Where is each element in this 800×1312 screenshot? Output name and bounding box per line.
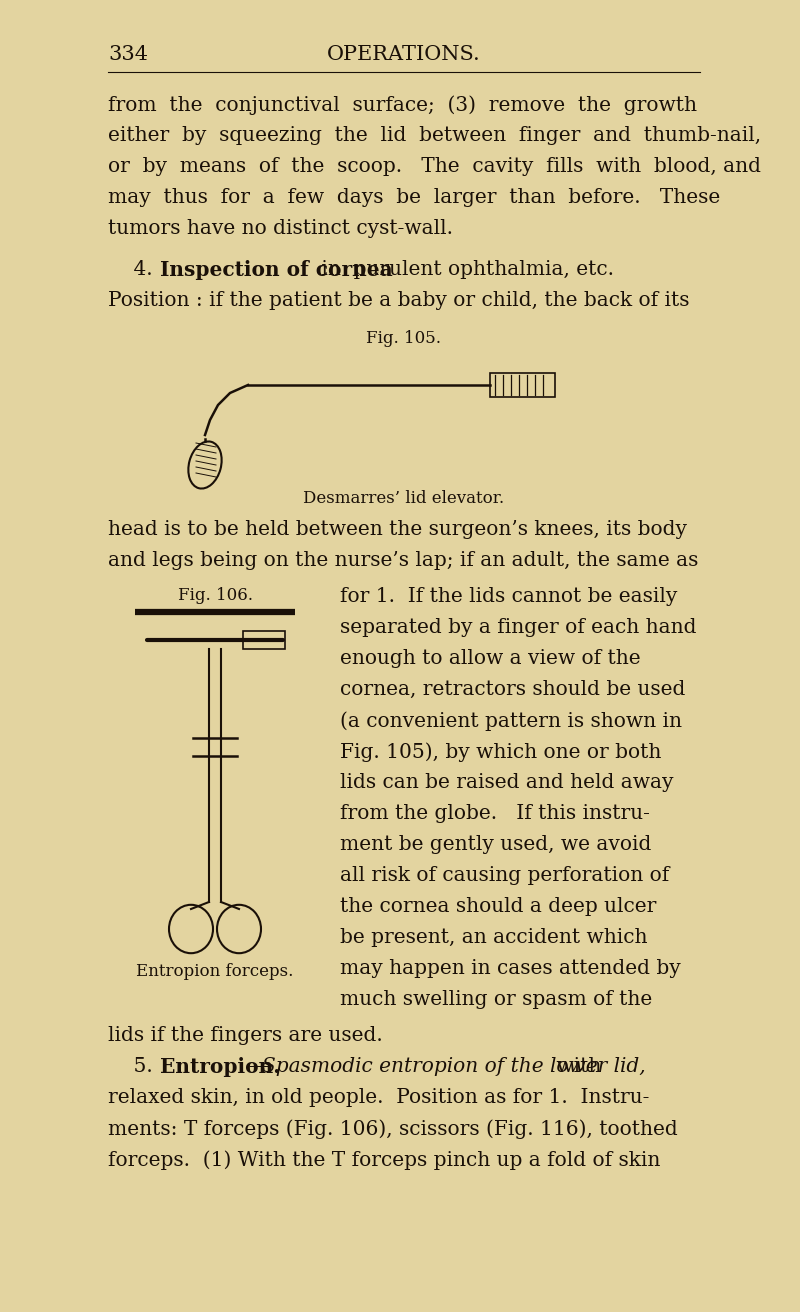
Text: enough to allow a view of the: enough to allow a view of the xyxy=(340,649,641,668)
Bar xyxy=(243,631,285,649)
Text: for 1.  If the lids cannot be easily: for 1. If the lids cannot be easily xyxy=(340,586,678,606)
Text: either  by  squeezing  the  lid  between  finger  and  thumb-nail,: either by squeezing the lid between fing… xyxy=(108,126,761,146)
Text: ment be gently used, we avoid: ment be gently used, we avoid xyxy=(340,834,651,854)
Text: Entropion forceps.: Entropion forceps. xyxy=(136,963,294,980)
Text: much swelling or spasm of the: much swelling or spasm of the xyxy=(340,991,652,1009)
Text: Fig. 105.: Fig. 105. xyxy=(366,331,442,346)
Text: in  purulent ophthalmia, etc.: in purulent ophthalmia, etc. xyxy=(315,260,614,279)
Text: —: — xyxy=(248,1057,268,1076)
Text: or  by  means  of  the  scoop.   The  cavity  fills  with  blood, and: or by means of the scoop. The cavity fil… xyxy=(108,157,761,176)
Text: Fig. 105), by which one or both: Fig. 105), by which one or both xyxy=(340,743,662,762)
Text: head is to be held between the surgeon’s knees, its body: head is to be held between the surgeon’s… xyxy=(108,520,687,539)
Text: tumors have no distinct cyst-wall.: tumors have no distinct cyst-wall. xyxy=(108,219,453,237)
Text: 334: 334 xyxy=(108,45,148,64)
Text: Fig. 106.: Fig. 106. xyxy=(178,586,253,604)
Text: and legs being on the nurse’s lap; if an adult, the same as: and legs being on the nurse’s lap; if an… xyxy=(108,551,698,569)
Ellipse shape xyxy=(188,441,222,488)
Text: be present, an accident which: be present, an accident which xyxy=(340,928,647,947)
Text: may happen in cases attended by: may happen in cases attended by xyxy=(340,959,681,977)
Text: from  the  conjunctival  surface;  (3)  remove  the  growth: from the conjunctival surface; (3) remov… xyxy=(108,94,697,114)
Text: 5.: 5. xyxy=(108,1057,159,1076)
Ellipse shape xyxy=(169,905,213,954)
Text: (a convenient pattern is shown in: (a convenient pattern is shown in xyxy=(340,711,682,731)
Text: from the globe.   If this instru-: from the globe. If this instru- xyxy=(340,804,650,823)
Text: cornea, retractors should be used: cornea, retractors should be used xyxy=(340,680,686,699)
Bar xyxy=(490,373,555,398)
Text: lids if the fingers are used.: lids if the fingers are used. xyxy=(108,1026,382,1044)
Text: Spasmodic entropion of the lower lid,: Spasmodic entropion of the lower lid, xyxy=(262,1057,646,1076)
Text: Entropion.: Entropion. xyxy=(160,1057,280,1077)
Text: Inspection of cornea: Inspection of cornea xyxy=(160,260,393,279)
Ellipse shape xyxy=(217,905,261,954)
Text: Position : if the patient be a baby or child, the back of its: Position : if the patient be a baby or c… xyxy=(108,291,690,310)
Text: ments: T forceps (Fig. 106), scissors (Fig. 116), toothed: ments: T forceps (Fig. 106), scissors (F… xyxy=(108,1119,678,1139)
Text: lids can be raised and held away: lids can be raised and held away xyxy=(340,773,674,792)
Text: all risk of causing perforation of: all risk of causing perforation of xyxy=(340,866,670,886)
Text: OPERATIONS.: OPERATIONS. xyxy=(327,45,481,64)
Text: 4.: 4. xyxy=(108,260,159,279)
Text: with: with xyxy=(550,1057,602,1076)
Text: may  thus  for  a  few  days  be  larger  than  before.   These: may thus for a few days be larger than b… xyxy=(108,188,720,207)
Text: forceps.  (1) With the T forceps pinch up a fold of skin: forceps. (1) With the T forceps pinch up… xyxy=(108,1151,660,1170)
Text: relaxed skin, in old people.  Position as for 1.  Instru-: relaxed skin, in old people. Position as… xyxy=(108,1088,650,1107)
Text: the cornea should a deep ulcer: the cornea should a deep ulcer xyxy=(340,897,656,916)
Text: separated by a finger of each hand: separated by a finger of each hand xyxy=(340,618,697,638)
Text: Desmarres’ lid elevator.: Desmarres’ lid elevator. xyxy=(303,489,505,506)
